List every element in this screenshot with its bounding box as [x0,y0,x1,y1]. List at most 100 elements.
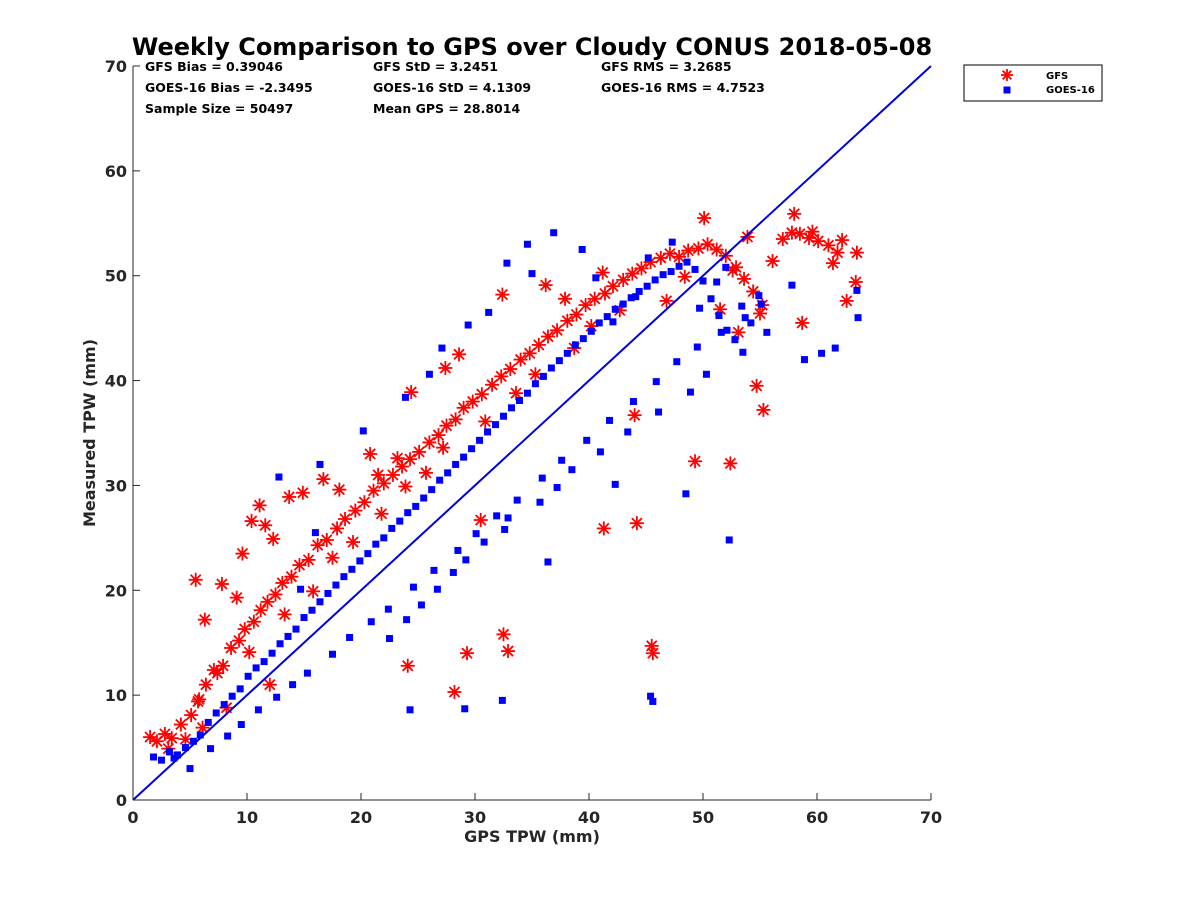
legend-goes-16-square [1003,86,1011,94]
gfs-point [422,435,437,450]
gfs-point [538,278,553,293]
gfs-point [357,495,372,510]
gfs-point [164,731,179,746]
goes-16-point [244,672,252,680]
gfs-point [765,254,780,269]
goes-16-point [504,514,512,522]
gfs-point [412,444,427,459]
y-tick-label: 60 [105,162,127,181]
gfs-point [596,521,611,536]
goes-16-point [528,270,536,278]
goes-16-point [707,295,715,303]
gfs-point [252,498,267,513]
goes-16-point [531,380,539,388]
gfs-point [540,329,555,344]
gfs-point [811,234,826,249]
gfs-point [232,633,247,648]
gfs-point [268,587,283,602]
gfs-point [235,546,250,561]
gfs-point [173,717,188,732]
goes-16-point [741,314,749,322]
gfs-point [400,658,415,673]
goes-16-point [186,765,194,773]
gfs-point [839,293,854,308]
goes-16-point [513,496,521,504]
legend-goes-16-label: GOES-16 [1046,85,1095,96]
gfs-point [348,503,363,518]
goes-16-point [611,305,619,313]
goes-16-point [558,456,566,464]
goes-16-point [611,480,619,488]
goes-16-point [539,372,547,380]
legend-gfs-marker [1001,69,1013,81]
goes-16-point [464,321,472,329]
goes-16-point [682,490,690,498]
gfs-point [560,313,575,328]
gfs-point [438,360,453,375]
gfs-point [310,538,325,553]
goes-16-point [252,664,260,672]
goes-16-point [404,509,412,517]
goes-16-point [276,640,284,648]
goes-16-point [788,281,796,289]
y-tick-label: 40 [105,372,127,391]
goes-16-point [571,341,579,349]
stat-gfs-rms: GFS RMS = 3.2685 [601,59,732,74]
goes-16-point [757,300,765,308]
gfs-point [439,418,454,433]
goes-16-point [492,421,500,429]
goes-16-point [507,404,515,412]
gfs-point [366,483,381,498]
legend-box [963,64,1103,102]
stat-sample-size: Sample Size = 50497 [145,101,293,116]
gfs-point [178,732,193,747]
y-tick-label: 20 [105,581,127,600]
goes-16-point [224,732,232,740]
goes-16-point [300,614,308,622]
gfs-point [740,229,755,244]
legend-gfs-asterisk [1001,69,1013,81]
x-tick-label: 30 [464,808,486,827]
goes-16-point [329,650,336,658]
goes-16-point [550,229,558,237]
goes-16-point [472,530,480,538]
gfs-point [338,511,353,526]
gfs-point [275,575,290,590]
goes-16-point [606,416,614,424]
gfs-point [753,306,767,321]
gfs-point [346,535,361,550]
stat-goes-rms: GOES-16 RMS = 4.7523 [601,80,765,95]
goes-16-point [273,693,281,701]
gfs-point [325,550,340,565]
goes-16-point [480,538,488,546]
goes-16-point [292,625,300,633]
goes-16-point [452,460,460,468]
goes-16-point [644,254,652,262]
gfs-point [447,684,462,699]
gfs-point [550,323,565,338]
goes-16-point [619,300,627,308]
gfs-point [473,513,488,528]
gfs-point [448,412,463,427]
gfs-point [672,249,687,264]
goes-16-point [652,378,660,386]
gfs-point [188,572,203,587]
goes-16-point [436,476,444,484]
goes-16-point [731,336,739,344]
goes-16-point [462,556,470,564]
gfs-point [501,644,516,659]
goes-16-point [596,448,604,456]
goes-16-point [831,344,839,352]
gfs-point [456,400,471,415]
gfs-point [805,224,820,239]
gfs-point [513,352,528,367]
x-tick-label: 50 [692,808,714,827]
goes-16-point [289,681,297,689]
goes-16-point [460,453,468,461]
gfs-point [210,666,225,681]
goes-16-point [739,348,747,356]
goes-16-point [691,265,699,273]
gfs-point [229,590,244,605]
goes-16-point [189,737,197,745]
gfs-point [253,603,268,618]
